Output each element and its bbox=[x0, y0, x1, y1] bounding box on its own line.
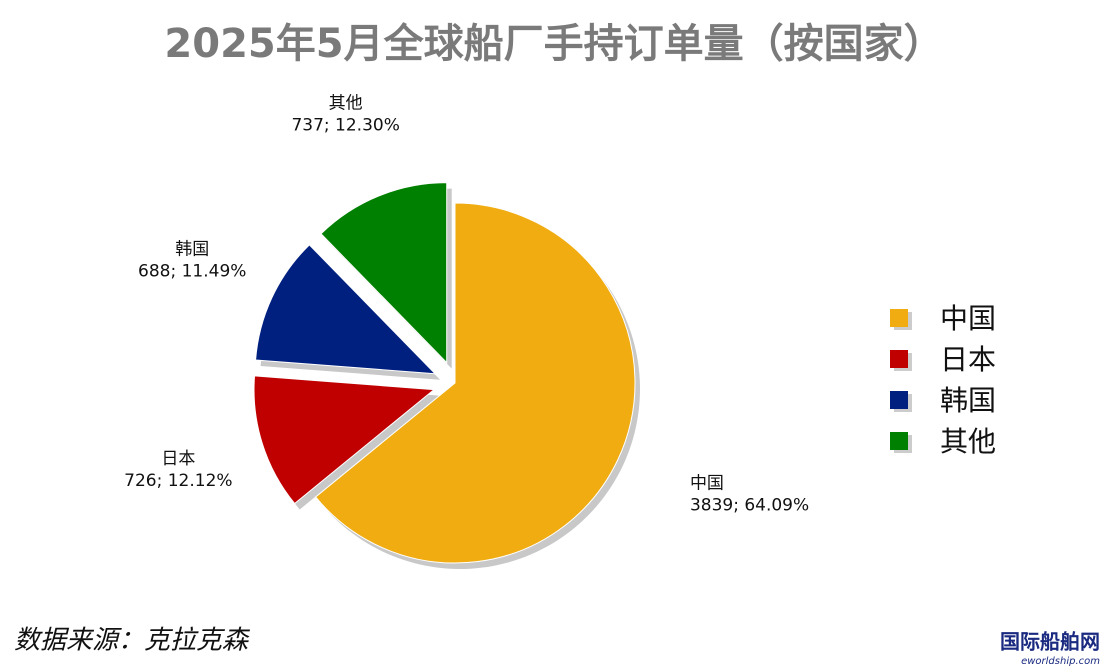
watermark-url: eworldship.com bbox=[1021, 656, 1100, 667]
slice-value-label: 737; 12.30% bbox=[291, 115, 399, 135]
slice-value-label: 726; 12.12% bbox=[124, 471, 232, 491]
legend-label: 日本 bbox=[940, 343, 996, 376]
legend-swatch bbox=[890, 350, 908, 368]
slice-category-label: 日本 bbox=[161, 449, 195, 469]
slice-category-label: 其他 bbox=[329, 93, 363, 113]
slice bbox=[314, 202, 636, 564]
legend-swatch bbox=[890, 432, 908, 450]
source-note: 数据来源：克拉克森 bbox=[14, 626, 251, 656]
slice-category-label: 中国 bbox=[690, 473, 724, 493]
watermark-name: 国际船舶网 bbox=[1000, 630, 1100, 654]
legend-label: 其他 bbox=[940, 425, 996, 458]
slice bbox=[255, 244, 437, 375]
legend-swatch bbox=[890, 309, 908, 327]
slice bbox=[320, 182, 448, 364]
legend-label: 中国 bbox=[940, 302, 996, 335]
legend-swatch bbox=[890, 391, 908, 409]
slice-value-label: 688; 11.49% bbox=[138, 261, 246, 281]
chart-title: 2025年5月全球船厂手持订单量（按国家） bbox=[164, 21, 943, 67]
slice-category-label: 韩国 bbox=[175, 239, 209, 259]
legend-label: 韩国 bbox=[940, 384, 996, 417]
slice-value-label: 3839; 64.09% bbox=[690, 495, 809, 515]
slice bbox=[253, 375, 436, 505]
